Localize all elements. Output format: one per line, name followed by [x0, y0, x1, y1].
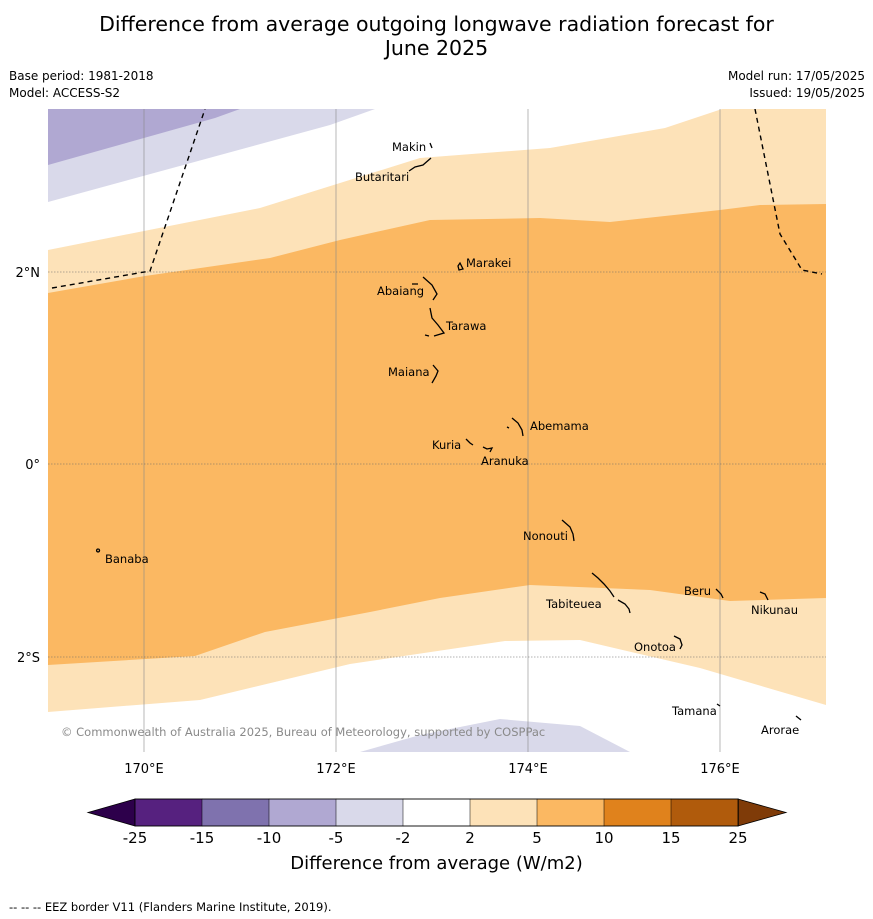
place-tamana: Tamana: [671, 704, 717, 718]
model-run: Model run: 17/05/2025: [727, 69, 865, 83]
colorbar-segment: [268, 798, 337, 827]
lon-label-170e: 170°E: [124, 762, 164, 777]
place-nikunau: Nikunau: [751, 603, 798, 617]
colorbar-segment: [469, 798, 538, 827]
colorbar-label: Difference from average (W/m2): [290, 853, 583, 874]
place-onotoa: Onotoa: [634, 640, 676, 654]
colorbar-over-arrow: [737, 798, 788, 827]
colorbar-tick-label: 10: [594, 829, 613, 847]
lon-axis-labels: 170°E 172°E 174°E 176°E: [124, 762, 740, 777]
place-tarawa: Tarawa: [445, 319, 486, 333]
copyright-notice: © Commonwealth of Australia 2025, Bureau…: [61, 725, 545, 739]
colorbar-segments: [134, 798, 739, 827]
place-banaba: Banaba: [105, 552, 149, 566]
colorbar-tick-label: 2: [465, 829, 475, 847]
title-line-2: June 2025: [384, 36, 489, 60]
lon-label-174e: 174°E: [508, 762, 548, 777]
meta-left: Base period: 1981-2018 Model: ACCESS-S2: [9, 68, 154, 102]
colorbar-segment: [670, 798, 739, 827]
model-name: Model: ACCESS-S2: [9, 86, 121, 100]
map-plot-area: Makin Butaritari Marakei Abaiang Tarawa …: [48, 109, 826, 752]
colorbar-segment: [402, 798, 471, 827]
colorbar-segment: [536, 798, 605, 827]
colorbar-tick-label: 15: [661, 829, 680, 847]
base-period: Base period: 1981-2018: [9, 69, 154, 83]
lat-axis-labels: 2°N 0° 2°S: [16, 266, 41, 666]
lon-label-176e: 176°E: [700, 762, 740, 777]
colorbar: -25 -15 -10 -5 -2 2 5 10 15 25: [86, 798, 788, 847]
place-abaiang: Abaiang: [377, 284, 424, 298]
colorbar-segment: [134, 798, 203, 827]
place-labels: Makin Butaritari Marakei Abaiang Tarawa …: [105, 140, 799, 737]
colorbar-tick-label: -5: [329, 829, 344, 847]
place-kuria: Kuria: [432, 438, 461, 452]
latitude-lines: [48, 271, 826, 658]
place-abemama: Abemama: [530, 419, 589, 433]
island-outlines: [95, 142, 802, 721]
lat-label-2n: 2°N: [16, 266, 41, 281]
colorbar-tick-labels: -25 -15 -10 -5 -2 2 5 10 15 25: [123, 829, 748, 847]
colorbar-segment: [201, 798, 270, 827]
colorbar-under-arrow: [86, 798, 136, 827]
place-makin: Makin: [392, 140, 426, 154]
colorbar-tick-label: -10: [257, 829, 282, 847]
place-marakei: Marakei: [466, 256, 511, 270]
place-maiana: Maiana: [388, 365, 430, 379]
colorbar-tick-label: 25: [728, 829, 747, 847]
colorbar-tick-label: -2: [396, 829, 411, 847]
chart-title: Difference from average outgoing longwav…: [0, 12, 873, 60]
place-arorae: Arorae: [761, 723, 799, 737]
colorbar-segment: [335, 798, 404, 827]
eez-footnote: -- -- -- EEZ border V11 (Flanders Marine…: [9, 900, 332, 914]
lat-label-0: 0°: [25, 458, 40, 473]
eez-borders: [51, 109, 823, 289]
place-aranuka: Aranuka: [481, 454, 529, 468]
colorbar-tick-label: 5: [532, 829, 542, 847]
colorbar-tick-label: -15: [190, 829, 215, 847]
graticule: [143, 109, 721, 752]
lon-label-172e: 172°E: [316, 762, 356, 777]
place-nonouti: Nonouti: [523, 529, 568, 543]
place-tabiteuea: Tabiteuea: [545, 597, 602, 611]
issued-date: Issued: 19/05/2025: [749, 86, 865, 100]
place-beru: Beru: [684, 584, 711, 598]
colorbar-tick-label: -25: [123, 829, 148, 847]
lat-label-2s: 2°S: [17, 651, 40, 666]
meta-right: Model run: 17/05/2025 Issued: 19/05/2025: [728, 68, 865, 102]
title-line-1: Difference from average outgoing longwav…: [99, 12, 774, 36]
place-butaritari: Butaritari: [355, 170, 409, 184]
colorbar-segment: [603, 798, 672, 827]
region-5-10: [48, 204, 826, 665]
region-bottom-negative: [360, 719, 630, 752]
